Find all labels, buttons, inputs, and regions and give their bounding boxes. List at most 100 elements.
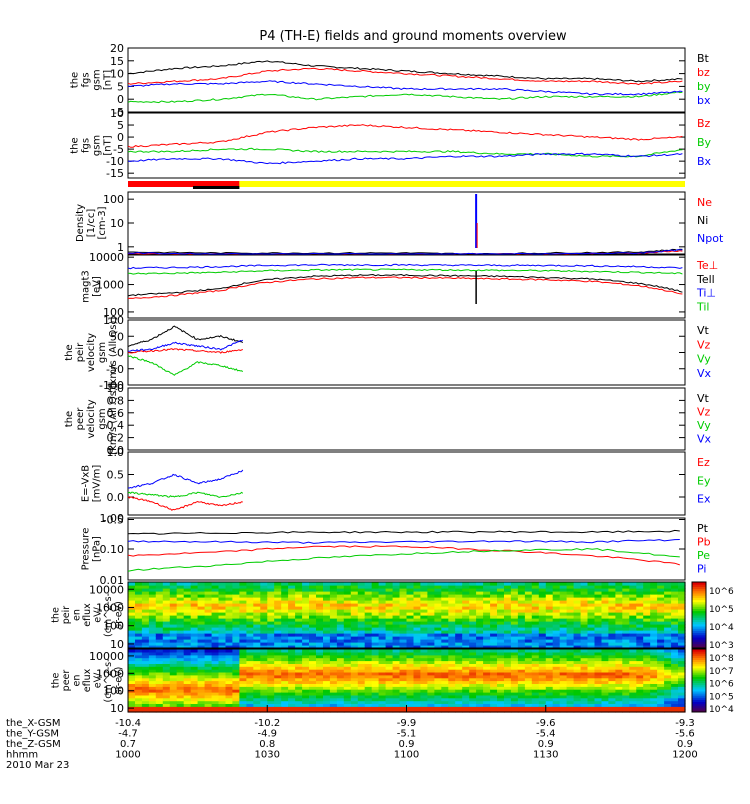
spectrogram-cell: [448, 649, 456, 653]
spectrogram-cell: [615, 636, 623, 640]
spectrogram-cell: [483, 669, 491, 673]
spectrogram-cell: [309, 686, 317, 690]
spectrogram-cell: [678, 674, 686, 679]
spectrogram-cell: [671, 609, 679, 613]
spectrogram-cell: [371, 633, 380, 637]
spectrogram-cell: [413, 639, 422, 643]
spectrogram-cell: [295, 621, 303, 625]
colorbar-cell: [692, 703, 706, 707]
spectrogram-cell: [636, 700, 644, 704]
y-tick-label: 100: [103, 193, 124, 206]
spectrogram-cell: [566, 649, 575, 653]
spectrogram-cell: [629, 612, 637, 616]
spectrogram-cell: [135, 683, 143, 687]
spectrogram-cell: [309, 645, 317, 649]
spectrogram-cell: [274, 674, 282, 679]
spectrogram-cell: [246, 657, 254, 662]
spectrogram-cell: [323, 706, 331, 710]
spectrogram-cell: [295, 683, 303, 687]
spectrogram-cell: [566, 657, 575, 662]
spectrogram-cell: [176, 694, 185, 699]
spectrogram-cell: [573, 709, 582, 713]
spectrogram-cell: [566, 669, 575, 673]
spectrogram-cell: [350, 639, 359, 643]
spectrogram-cell: [302, 709, 310, 713]
legend-label: by: [697, 80, 711, 93]
spectrogram-cell: [141, 680, 150, 684]
spectrogram-cell: [524, 686, 533, 690]
spectrogram-cell: [664, 703, 672, 707]
spectrogram-cell: [281, 663, 289, 667]
spectrogram-cell: [155, 654, 164, 659]
spectrogram-cell: [643, 680, 651, 684]
spectrogram-cell: [336, 669, 345, 673]
spectrogram-cell: [260, 709, 268, 713]
spectrogram-cell: [622, 621, 630, 625]
spectrogram-cell: [566, 618, 575, 622]
spectrogram-cell: [566, 666, 575, 670]
spectrogram-cell: [566, 624, 575, 628]
spectrogram-cell: [141, 597, 150, 601]
spectrogram-cell: [316, 621, 324, 625]
panel-frame: [127, 112, 686, 179]
spectrogram-cell: [260, 606, 268, 610]
spectrogram-cell: [413, 627, 422, 631]
spectrogram-cell: [504, 612, 512, 616]
spectrogram-cell: [455, 600, 463, 604]
spectrogram-cell: [350, 600, 359, 604]
spectrogram-cell: [364, 686, 373, 690]
spectrogram-cell: [587, 651, 596, 656]
spectrogram-cell: [141, 657, 150, 662]
spectrogram-cell: [260, 642, 268, 646]
spectrogram-cell: [615, 669, 623, 673]
spectrogram-cell: [295, 582, 303, 586]
colorbar-tick-label: 10^7: [709, 667, 734, 677]
spectrogram-cell: [378, 642, 387, 646]
spectrogram-cell: [288, 649, 296, 653]
spectrogram-cell: [601, 697, 610, 702]
spectrogram-cell: [608, 588, 616, 592]
spectrogram-cell: [455, 689, 463, 693]
spectrogram-cell: [176, 633, 185, 637]
spectrogram-cell: [392, 680, 401, 684]
spectrogram-cell: [260, 674, 268, 679]
spectrogram-cell: [343, 645, 352, 649]
spectrogram-cell: [385, 654, 394, 659]
spectrogram-cell: [329, 621, 338, 625]
spectrogram-cell: [378, 694, 387, 699]
spectrogram-cell: [267, 639, 275, 643]
spectrogram-cell: [504, 694, 512, 699]
spectrogram-cell: [392, 666, 401, 670]
spectrogram-cell: [316, 594, 324, 598]
spectrogram-cell: [302, 639, 310, 643]
spectrogram-cell: [643, 621, 651, 625]
spectrogram-cell: [636, 597, 644, 601]
spectrogram-cell: [455, 677, 463, 682]
spectrogram-cell: [281, 627, 289, 631]
spectrogram-cell: [329, 697, 338, 702]
spectrogram-cell: [517, 591, 526, 595]
spectrogram-cell: [448, 654, 456, 659]
spectrogram-cell: [329, 615, 338, 619]
spectrogram-cell: [594, 621, 603, 625]
spectrogram-cell: [225, 618, 234, 622]
spectrogram-cell: [524, 606, 533, 610]
spectrogram-cell: [385, 645, 394, 649]
spectrogram-cell: [497, 600, 505, 604]
spectrogram-cell: [281, 674, 289, 679]
spectrogram-cell: [664, 700, 672, 704]
spectrogram-cell: [580, 630, 589, 634]
spectrogram-cell: [601, 703, 610, 707]
spectrogram-cell: [183, 680, 192, 684]
spectrogram-cell: [399, 654, 408, 659]
spectrogram-cell: [594, 585, 603, 589]
spectrogram-cell: [678, 677, 686, 682]
spectrogram-cell: [504, 618, 512, 622]
spectrogram-cell: [128, 627, 136, 631]
spectrogram-cell: [364, 582, 373, 586]
spectrogram-cell: [545, 636, 554, 640]
spectrogram-cell: [510, 621, 519, 625]
spectrogram-cell: [671, 694, 679, 699]
spectrogram-cell: [615, 657, 623, 662]
ephemeris-value: -9.9: [397, 718, 417, 729]
